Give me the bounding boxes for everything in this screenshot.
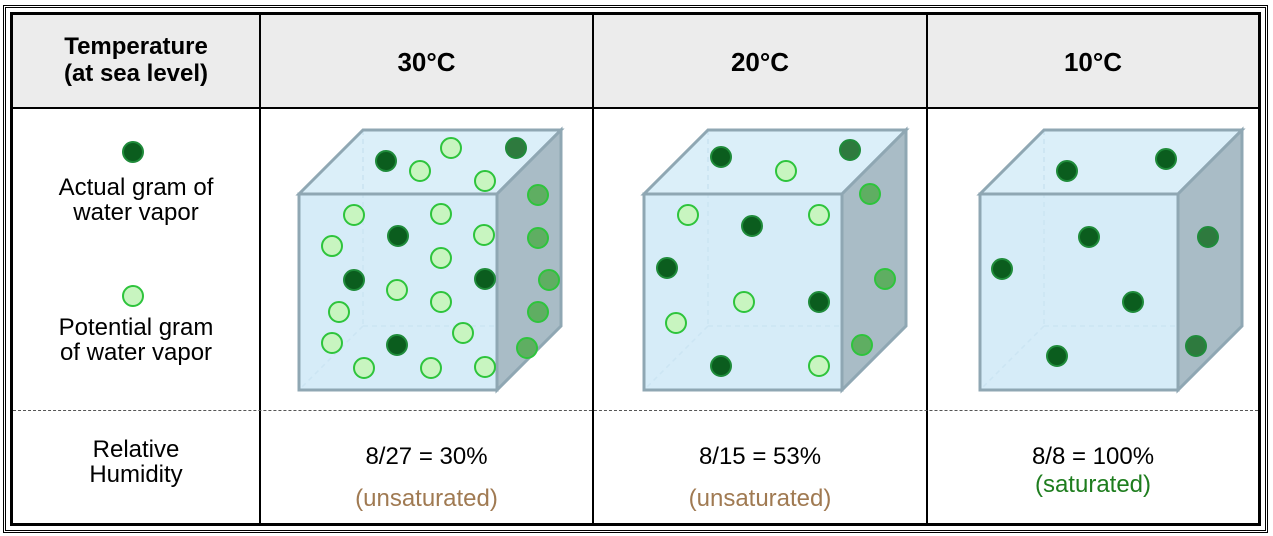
rh-value: 8/15 = 53% xyxy=(698,443,822,470)
header-row xyxy=(13,15,1258,109)
actual-vapor-molecule xyxy=(1185,335,1207,357)
actual-vapor-molecule xyxy=(1197,226,1219,248)
potential-vapor-molecule xyxy=(851,334,873,356)
actual-label-line2: water vapor xyxy=(73,199,199,226)
outer-frame xyxy=(3,5,1268,533)
rh-label-line2: Humidity xyxy=(89,461,183,488)
potential-vapor-molecule xyxy=(420,357,442,379)
actual-vapor-molecule xyxy=(991,258,1013,280)
potential-vapor-molecule xyxy=(859,183,881,205)
rh-value: 8/27 = 30% xyxy=(365,443,488,470)
potential-vapor-molecule xyxy=(527,184,549,206)
potential-vapor-molecule xyxy=(474,356,496,378)
rh-cell-20c: 8/15 = 53% (unsaturated) xyxy=(594,443,926,513)
rh-label-line1: Relative xyxy=(92,436,180,463)
potential-vapor-molecule xyxy=(386,279,408,301)
potential-vapor-molecule xyxy=(527,301,549,323)
actual-label-line1: Actual gram of xyxy=(58,174,214,201)
actual-vapor-molecule xyxy=(741,215,763,237)
column-header-10c: 10°C xyxy=(1063,47,1123,77)
potential-vapor-molecule xyxy=(321,235,343,257)
actual-vapor-molecule xyxy=(505,137,527,159)
potential-vapor-molecule xyxy=(353,357,375,379)
potential-vapor-molecule xyxy=(874,268,896,290)
potential-label-line1: Potential gram xyxy=(58,314,214,341)
rh-status: (saturated) xyxy=(1034,471,1152,498)
actual-vapor-molecule xyxy=(1046,345,1068,367)
potential-vapor-molecule xyxy=(538,269,560,291)
potential-vapor-molecule xyxy=(343,204,365,226)
actual-vapor-molecule xyxy=(1155,148,1177,170)
row-separator xyxy=(13,410,1258,411)
actual-vapor-molecule xyxy=(386,334,408,356)
potential-vapor-molecule xyxy=(677,204,699,226)
potential-vapor-molecule xyxy=(321,332,343,354)
rh-cell-10c: 8/8 = 100% (saturated) xyxy=(928,443,1258,499)
potential-vapor-molecule xyxy=(473,224,495,246)
row-label-header: Temperature (at sea level) xyxy=(13,33,259,87)
potential-vapor-molecule xyxy=(516,337,538,359)
actual-vapor-molecule xyxy=(808,291,830,313)
actual-vapor-molecule xyxy=(710,146,732,168)
actual-vapor-molecule xyxy=(387,225,409,247)
rh-cell-30c: 8/27 = 30% (unsaturated) xyxy=(261,443,592,513)
potential-vapor-molecule xyxy=(328,301,350,323)
potential-vapor-molecule xyxy=(474,170,496,192)
cube-30c xyxy=(295,126,565,394)
rh-status: (unsaturated) xyxy=(688,485,832,512)
actual-vapor-molecule xyxy=(656,257,678,279)
column-divider xyxy=(926,15,928,523)
potential-vapor-molecule xyxy=(452,322,474,344)
potential-vapor-molecule xyxy=(733,291,755,313)
column-header-30c: 30°C xyxy=(397,47,456,77)
column-divider xyxy=(259,15,261,523)
actual-vapor-label: Actual gram of water vapor xyxy=(13,175,259,225)
cube-10c xyxy=(976,126,1246,394)
cube-20c xyxy=(640,126,910,394)
cube-front-face xyxy=(978,192,1180,392)
inner-frame xyxy=(10,12,1261,526)
potential-vapor-molecule xyxy=(430,203,452,225)
potential-label-line2: of water vapor xyxy=(59,339,213,366)
actual-vapor-molecule xyxy=(375,150,397,172)
rh-status: (unsaturated) xyxy=(355,485,498,512)
potential-vapor-molecule xyxy=(409,160,431,182)
row-label-line1: Temperature xyxy=(64,33,208,60)
actual-vapor-molecule xyxy=(1122,291,1144,313)
relative-humidity-label: Relative Humidity xyxy=(13,437,259,487)
potential-vapor-molecule xyxy=(775,160,797,182)
actual-vapor-molecule xyxy=(1056,160,1078,182)
row-label-line2: (at sea level) xyxy=(63,60,209,87)
rh-value: 8/8 = 100% xyxy=(1031,443,1155,470)
potential-vapor-label: Potential gram of water vapor xyxy=(13,315,259,365)
column-divider xyxy=(592,15,594,523)
potential-vapor-molecule xyxy=(808,204,830,226)
potential-vapor-molecule xyxy=(665,312,687,334)
potential-vapor-molecule xyxy=(430,291,452,313)
actual-vapor-molecule xyxy=(474,268,496,290)
potential-vapor-molecule xyxy=(440,137,462,159)
potential-vapor-molecule xyxy=(808,355,830,377)
potential-vapor-molecule xyxy=(527,227,549,249)
actual-vapor-molecule xyxy=(1078,226,1100,248)
actual-vapor-legend-icon xyxy=(122,141,144,307)
column-header-20c: 20°C xyxy=(730,47,790,77)
actual-vapor-molecule xyxy=(839,139,861,161)
potential-vapor-molecule xyxy=(430,247,452,269)
actual-vapor-molecule xyxy=(343,269,365,291)
humidity-table: Temperature (at sea level) 30°C 20°C 10°… xyxy=(13,15,1258,523)
actual-vapor-molecule xyxy=(710,355,732,377)
